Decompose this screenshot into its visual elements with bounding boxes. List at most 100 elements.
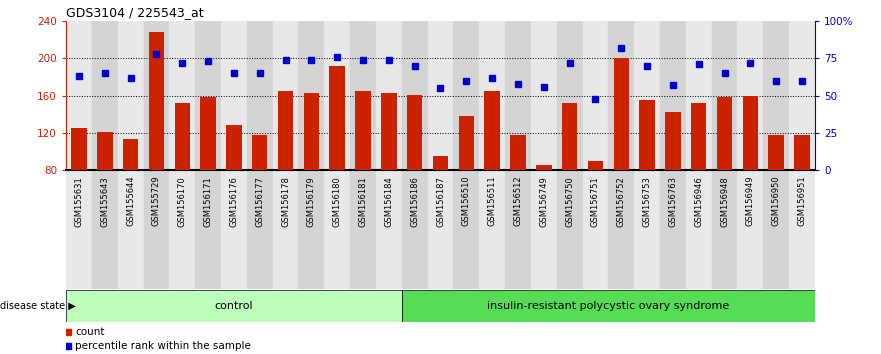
Bar bbox=[557, 21, 582, 170]
Bar bbox=[381, 93, 396, 170]
Bar bbox=[200, 97, 216, 170]
Bar bbox=[479, 170, 505, 289]
Bar bbox=[691, 103, 707, 170]
Bar bbox=[531, 21, 557, 170]
Bar bbox=[66, 290, 402, 322]
Bar bbox=[557, 170, 582, 289]
Bar bbox=[712, 170, 737, 289]
Bar bbox=[324, 170, 350, 289]
Text: GSM156948: GSM156948 bbox=[720, 176, 729, 227]
Text: GSM156753: GSM156753 bbox=[642, 176, 652, 227]
Bar bbox=[97, 132, 113, 170]
Bar bbox=[609, 21, 634, 170]
Text: GSM156511: GSM156511 bbox=[488, 176, 497, 227]
Bar bbox=[789, 170, 815, 289]
Text: GSM155644: GSM155644 bbox=[126, 176, 135, 227]
Bar bbox=[247, 21, 272, 170]
Bar bbox=[712, 21, 737, 170]
Text: GSM155643: GSM155643 bbox=[100, 176, 109, 227]
Bar bbox=[454, 170, 479, 289]
Bar bbox=[789, 21, 815, 170]
Bar bbox=[427, 170, 454, 289]
Bar bbox=[66, 170, 92, 289]
Bar bbox=[144, 21, 169, 170]
Text: GSM156752: GSM156752 bbox=[617, 176, 626, 227]
Bar bbox=[433, 156, 448, 170]
Bar bbox=[355, 91, 371, 170]
Bar bbox=[717, 97, 732, 170]
Bar bbox=[763, 170, 789, 289]
Bar bbox=[92, 21, 118, 170]
Bar bbox=[299, 21, 324, 170]
Bar bbox=[350, 21, 376, 170]
Bar bbox=[226, 125, 241, 170]
Text: GSM156949: GSM156949 bbox=[746, 176, 755, 227]
Bar bbox=[454, 21, 479, 170]
Text: GSM156178: GSM156178 bbox=[281, 176, 290, 227]
Text: GSM155729: GSM155729 bbox=[152, 176, 161, 227]
Text: GSM156170: GSM156170 bbox=[178, 176, 187, 227]
Bar bbox=[510, 135, 526, 170]
Bar bbox=[118, 21, 144, 170]
Text: GSM156510: GSM156510 bbox=[462, 176, 470, 227]
Bar bbox=[376, 170, 402, 289]
Text: GSM156946: GSM156946 bbox=[694, 176, 703, 227]
Bar bbox=[272, 170, 299, 289]
Bar bbox=[640, 100, 655, 170]
Text: GSM156512: GSM156512 bbox=[514, 176, 522, 227]
Bar bbox=[402, 21, 427, 170]
Bar bbox=[169, 170, 196, 289]
Bar bbox=[221, 170, 247, 289]
Bar bbox=[609, 170, 634, 289]
Text: GSM156171: GSM156171 bbox=[204, 176, 212, 227]
Text: GSM156751: GSM156751 bbox=[591, 176, 600, 227]
Text: GSM156187: GSM156187 bbox=[436, 176, 445, 227]
Text: GSM156186: GSM156186 bbox=[411, 176, 419, 227]
Bar bbox=[795, 135, 810, 170]
Bar bbox=[92, 170, 118, 289]
Bar bbox=[252, 135, 268, 170]
Text: GSM156179: GSM156179 bbox=[307, 176, 316, 227]
Text: GSM156177: GSM156177 bbox=[255, 176, 264, 227]
Bar bbox=[536, 165, 552, 170]
Bar bbox=[169, 21, 196, 170]
Text: GSM156181: GSM156181 bbox=[359, 176, 367, 227]
Bar bbox=[350, 170, 376, 289]
Bar bbox=[613, 58, 629, 170]
Text: GSM156180: GSM156180 bbox=[333, 176, 342, 227]
Bar bbox=[278, 91, 293, 170]
Text: insulin-resistant polycystic ovary syndrome: insulin-resistant polycystic ovary syndr… bbox=[487, 301, 729, 311]
Bar bbox=[118, 170, 144, 289]
Text: GDS3104 / 225543_at: GDS3104 / 225543_at bbox=[66, 6, 204, 19]
Text: GSM156750: GSM156750 bbox=[565, 176, 574, 227]
Bar bbox=[299, 170, 324, 289]
Bar bbox=[122, 139, 138, 170]
Bar bbox=[427, 21, 454, 170]
Bar bbox=[763, 21, 789, 170]
Bar bbox=[196, 170, 221, 289]
Text: GSM155631: GSM155631 bbox=[75, 176, 84, 227]
Bar bbox=[221, 21, 247, 170]
Text: control: control bbox=[215, 301, 253, 311]
Text: GSM156176: GSM156176 bbox=[229, 176, 239, 227]
Bar bbox=[324, 21, 350, 170]
Bar bbox=[71, 128, 86, 170]
Text: GSM156763: GSM156763 bbox=[669, 176, 677, 227]
Bar bbox=[459, 116, 474, 170]
Bar bbox=[174, 103, 190, 170]
Bar bbox=[588, 161, 603, 170]
Bar bbox=[562, 103, 577, 170]
Text: GSM156184: GSM156184 bbox=[384, 176, 393, 227]
Bar bbox=[66, 21, 92, 170]
Bar bbox=[737, 170, 763, 289]
Bar bbox=[402, 170, 427, 289]
Text: GSM156950: GSM156950 bbox=[772, 176, 781, 227]
Bar bbox=[402, 290, 815, 322]
Bar bbox=[376, 21, 402, 170]
Bar bbox=[768, 135, 784, 170]
Bar bbox=[743, 96, 759, 170]
Bar bbox=[149, 32, 164, 170]
Text: GSM156951: GSM156951 bbox=[797, 176, 806, 227]
Text: disease state ▶: disease state ▶ bbox=[0, 301, 76, 311]
Bar bbox=[660, 170, 685, 289]
